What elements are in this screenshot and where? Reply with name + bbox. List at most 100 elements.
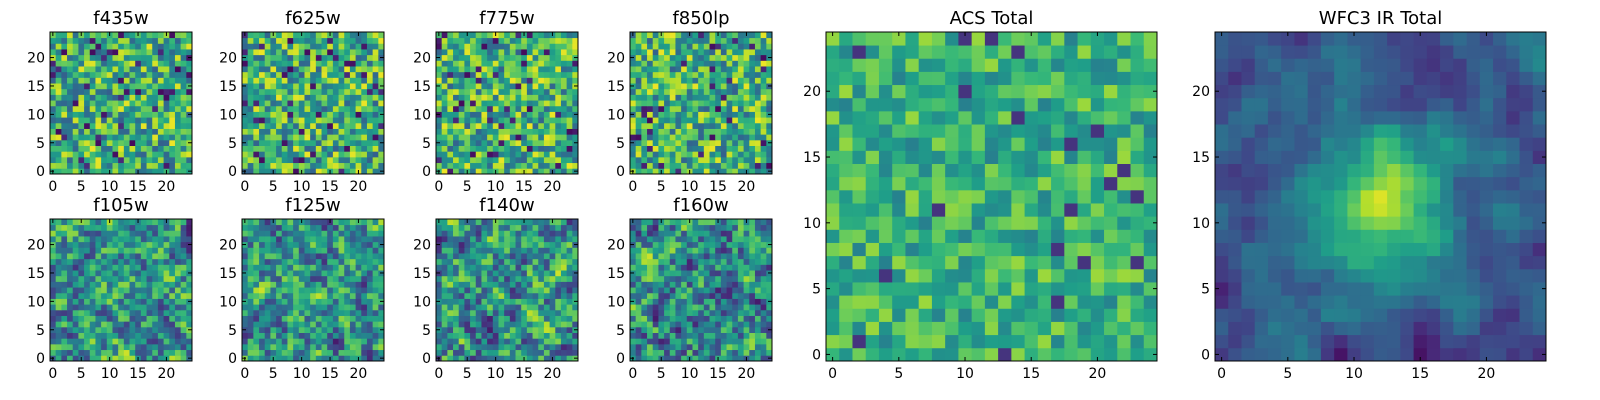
- heatmap-cell: [140, 326, 147, 333]
- heatmap-cell: [749, 128, 756, 135]
- heatmap-cell: [737, 94, 744, 101]
- heatmap-cell: [344, 264, 351, 271]
- heatmap-cell: [566, 281, 573, 288]
- heatmap-cell: [157, 287, 164, 294]
- heatmap-cell: [481, 219, 488, 226]
- heatmap-cell: [264, 332, 271, 339]
- heatmap-cell: [652, 349, 659, 356]
- heatmap-cell: [470, 292, 477, 299]
- heatmap-cell: [78, 88, 85, 95]
- heatmap-cell: [247, 315, 254, 322]
- heatmap-cell: [50, 230, 57, 237]
- heatmap-cell: [543, 338, 550, 345]
- heatmap-cell: [515, 253, 522, 260]
- heatmap-cell: [338, 77, 345, 84]
- heatmap-cell: [259, 309, 266, 316]
- heatmap-cell: [749, 105, 756, 112]
- heatmap-cell: [453, 66, 460, 73]
- heatmap-cell: [560, 309, 568, 316]
- heatmap-cell: [321, 321, 328, 328]
- heatmap-cell: [453, 122, 460, 129]
- heatmap-cell: [174, 264, 182, 271]
- heatmap-cell: [304, 355, 311, 362]
- heatmap-cell: [61, 230, 68, 237]
- heatmap-cell: [378, 230, 385, 237]
- heatmap-cell: [441, 66, 448, 73]
- heatmap-cell: [760, 43, 767, 50]
- heatmap-cell: [186, 247, 193, 254]
- heatmap-cell: [106, 270, 113, 277]
- heatmap-cell: [487, 224, 494, 231]
- heatmap-cell: [281, 88, 288, 95]
- heatmap-cell: [321, 32, 328, 39]
- heatmap-cell: [67, 54, 74, 61]
- heatmap-cell: [686, 37, 693, 44]
- heatmap-cell: [698, 343, 705, 351]
- heatmap-cell: [264, 156, 271, 164]
- heatmap-cell: [720, 100, 727, 107]
- heatmap-cell: [504, 100, 511, 107]
- heatmap-cell: [157, 343, 164, 351]
- heatmap-cell: [441, 275, 448, 282]
- heatmap-cell: [361, 117, 368, 124]
- heatmap-cell: [703, 281, 710, 288]
- heatmap-cell: [361, 71, 368, 78]
- heatmap-cell: [658, 145, 665, 152]
- heatmap-cell: [492, 349, 499, 356]
- heatmap-cell: [658, 349, 665, 356]
- heatmap-cell: [647, 134, 654, 141]
- x-tick-label: 0: [48, 179, 57, 195]
- heatmap-cell: [543, 219, 550, 226]
- heatmap-cell: [180, 298, 187, 305]
- heatmap-cell: [515, 355, 522, 362]
- heatmap-cell: [72, 111, 79, 118]
- heatmap-cell: [669, 168, 676, 175]
- heatmap-cell: [101, 224, 108, 231]
- heatmap-cell: [287, 275, 294, 282]
- heatmap-cell: [487, 88, 494, 95]
- heatmap-cell: [95, 321, 102, 328]
- heatmap-cell: [543, 128, 550, 135]
- heatmap-cell: [355, 253, 362, 260]
- heatmap-cell: [293, 304, 300, 311]
- x-tick-label: 10: [487, 366, 505, 382]
- heatmap-cell: [720, 88, 727, 95]
- heatmap-cell: [743, 275, 750, 282]
- heatmap-cell: [492, 292, 499, 299]
- heatmap-cell: [549, 54, 556, 61]
- heatmap-cell: [270, 60, 277, 67]
- heatmap-cell: [641, 54, 648, 61]
- heatmap-cell: [349, 258, 356, 265]
- heatmap-cell: [287, 332, 294, 339]
- heatmap-cell: [658, 134, 665, 141]
- heatmap-cell: [543, 105, 550, 112]
- heatmap-cell: [630, 343, 637, 351]
- heatmap-cell: [298, 309, 305, 316]
- x-tick-label: 10: [487, 179, 505, 195]
- heatmap-cell: [180, 343, 187, 351]
- heatmap-cell: [327, 162, 334, 169]
- heatmap-cell: [698, 168, 705, 175]
- heatmap-cell: [720, 355, 727, 362]
- heatmap-cell: [521, 100, 528, 107]
- heatmap-cell: [264, 309, 271, 316]
- heatmap-cell: [470, 49, 477, 56]
- heatmap-cell: [709, 32, 716, 39]
- heatmap-cell: [555, 275, 562, 282]
- heatmap-cell: [572, 66, 579, 73]
- heatmap-cell: [498, 326, 505, 333]
- heatmap-cell: [315, 275, 322, 282]
- heatmap-cell: [475, 49, 482, 56]
- heatmap-cell: [720, 156, 727, 164]
- heatmap-cell: [504, 241, 511, 248]
- heatmap-cell: [447, 287, 454, 294]
- heatmap-cell: [55, 139, 62, 146]
- heatmap-cell: [726, 287, 733, 294]
- heatmap-cell: [247, 88, 254, 95]
- heatmap-cell: [276, 275, 283, 282]
- heatmap-cell: [366, 128, 374, 135]
- y-tick-label: 10: [413, 107, 431, 123]
- heatmap-cell: [526, 275, 533, 282]
- heatmap-cell: [89, 111, 96, 118]
- heatmap-cell: [61, 83, 68, 90]
